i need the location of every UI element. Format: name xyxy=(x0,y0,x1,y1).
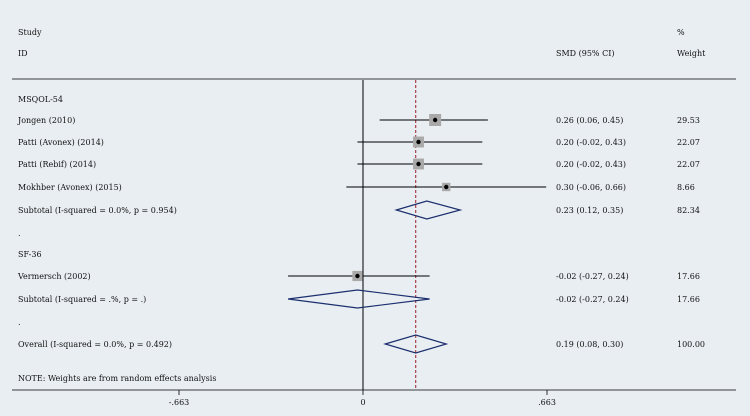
point-estimate xyxy=(355,273,360,279)
point-estimate xyxy=(416,139,421,145)
header-weight-pct: % xyxy=(677,28,685,37)
row-study: Vermersch (2002) -0.02 (-0.27, 0.24) 17.66 xyxy=(17,270,700,282)
point-estimate xyxy=(444,184,449,190)
header-study: Study xyxy=(18,28,42,37)
row-label: . xyxy=(18,318,21,327)
row-label: Overall (I-squared = 0.0%, p = 0.492) xyxy=(18,340,172,349)
row-spacer: . xyxy=(18,318,21,327)
row-subtotal: Subtotal (I-squared = .%, p = .) -0.02 (-… xyxy=(18,289,700,309)
row-ci: 0.20 (-0.02, 0.43) xyxy=(556,160,626,169)
row-weight: 29.53 xyxy=(677,116,700,125)
row-spacer: . xyxy=(18,229,21,238)
row-weight: 17.66 xyxy=(677,272,700,281)
row-weight: 82.34 xyxy=(677,206,700,215)
x-tick-label: 0 xyxy=(360,398,365,407)
row-ci: 0.30 (-0.06, 0.66) xyxy=(556,183,626,192)
x-tick-label: -.663 xyxy=(169,398,190,407)
row-ci: -0.02 (-0.27, 0.24) xyxy=(556,272,629,281)
row-ci: -0.02 (-0.27, 0.24) xyxy=(556,295,629,304)
row-label: Patti (Avonex) (2014) xyxy=(18,138,104,147)
row-label: Subtotal (I-squared = .%, p = .) xyxy=(18,295,146,304)
pooled-diamond xyxy=(287,289,430,309)
row-subtotal: Subtotal (I-squared = 0.0%, p = 0.954) 0.… xyxy=(18,200,700,220)
row-group: SF-36 xyxy=(18,250,42,259)
row-label: MSQOL-54 xyxy=(18,95,63,104)
row-label: . xyxy=(18,229,21,238)
row-label: Subtotal (I-squared = 0.0%, p = 0.954) xyxy=(18,206,177,215)
row-weight: 100.00 xyxy=(677,340,705,349)
header-id: ID xyxy=(18,49,28,58)
row-ci: 0.19 (0.08, 0.30) xyxy=(556,340,623,349)
row-weight: 8.66 xyxy=(677,183,695,192)
point-estimate xyxy=(416,161,421,167)
row-ci: 0.20 (-0.02, 0.43) xyxy=(556,138,626,147)
row-study: Mokhber (Avonex) (2015) 0.30 (-0.06, 0.66… xyxy=(18,182,695,192)
row-overall: Overall (I-squared = 0.0%, p = 0.492) 0.1… xyxy=(18,334,705,354)
row-label: Vermersch (2002) xyxy=(17,272,91,281)
row-ci: 0.26 (0.06, 0.45) xyxy=(556,116,623,125)
point-estimate xyxy=(432,117,438,123)
row-label: Patti (Rebif) (2014) xyxy=(18,160,96,169)
x-tick-label: .663 xyxy=(538,398,556,407)
row-group: MSQOL-54 xyxy=(18,95,63,104)
row-weight: 22.07 xyxy=(677,138,700,147)
row-label: Mokhber (Avonex) (2015) xyxy=(18,183,122,192)
row-weight: 22.07 xyxy=(677,160,700,169)
row-label: Jongen (2010) xyxy=(17,116,75,125)
row-study: Patti (Rebif) (2014) 0.20 (-0.02, 0.43) 22… xyxy=(18,158,700,170)
pooled-diamond xyxy=(383,334,449,354)
row-label: SF-36 xyxy=(18,250,42,259)
pooled-diamond xyxy=(394,200,463,220)
header-effect: SMD (95% CI) xyxy=(556,49,614,58)
header-weight: Weight xyxy=(677,49,706,58)
row-study: Jongen (2010) 0.26 (0.06, 0.45) 29.53 xyxy=(17,114,700,126)
footnote: NOTE: Weights are from random effects an… xyxy=(18,374,216,383)
row-weight: 17.66 xyxy=(677,295,700,304)
row-study: Patti (Avonex) (2014) 0.20 (-0.02, 0.43) 2… xyxy=(18,136,700,148)
row-ci: 0.23 (0.12, 0.35) xyxy=(556,206,623,215)
